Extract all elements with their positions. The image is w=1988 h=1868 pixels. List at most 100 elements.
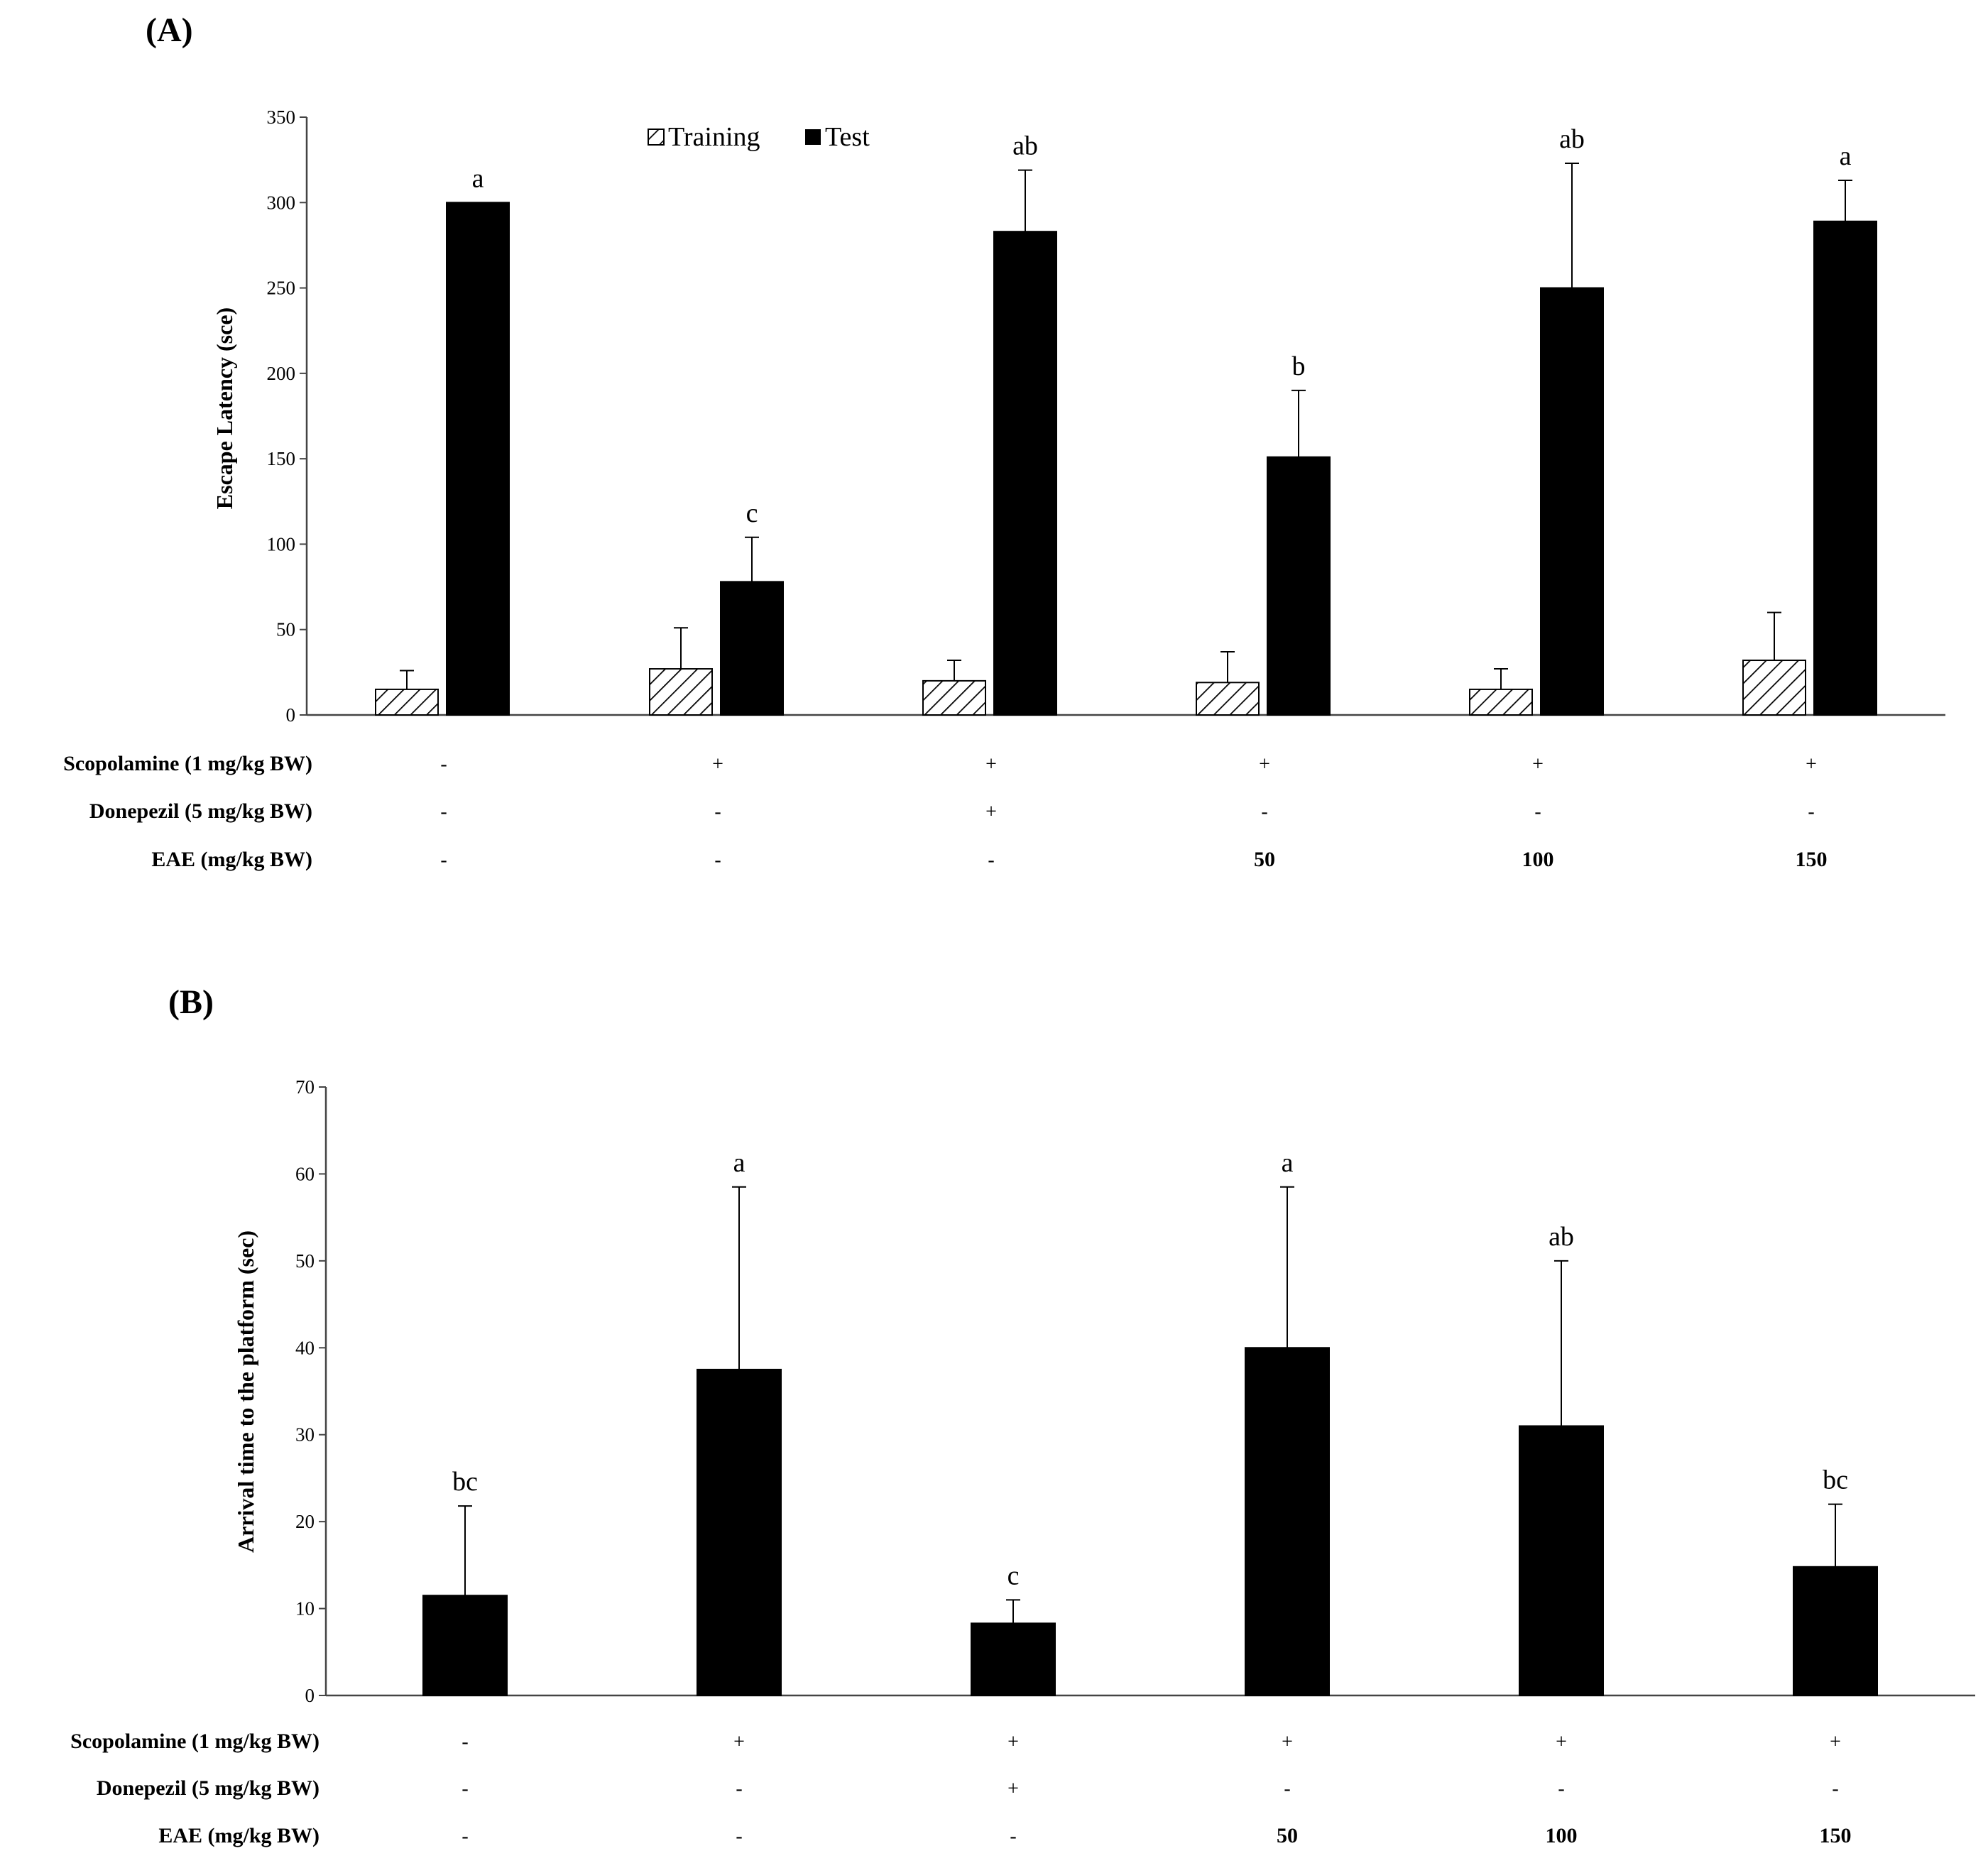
b-y-tick-label: 70 <box>295 1076 315 1098</box>
b-bar-arrival-time <box>971 1622 1056 1696</box>
a-y-tick-label: 200 <box>267 363 296 384</box>
b-significance-label: bc <box>1823 1465 1848 1495</box>
b-condition-cell: + <box>1007 1778 1019 1800</box>
panel-a-label: (A) <box>146 11 193 49</box>
a-significance-label: a <box>472 163 484 193</box>
b-condition-cell: - <box>462 1731 468 1753</box>
b-bar-arrival-time <box>1245 1347 1330 1697</box>
b-y-tick-label: 50 <box>295 1250 315 1272</box>
b-condition-row-label: Scopolamine (1 mg/kg BW) <box>70 1730 320 1753</box>
a-significance-label: ab <box>1559 124 1585 154</box>
a-condition-cell: - <box>1261 801 1267 823</box>
legend-test-label: Test <box>825 122 870 152</box>
a-significance-label: a <box>1840 141 1852 171</box>
a-bar-test <box>1267 456 1331 716</box>
b-condition-cell: 50 <box>1277 1824 1298 1847</box>
panel-a-legend: Training Test <box>648 122 870 152</box>
panel-b: (B) Arrival time to the platform (sec) 0… <box>70 983 1975 1847</box>
b-condition-cell: + <box>1830 1731 1841 1753</box>
a-condition-row-label: Scopolamine (1 mg/kg BW) <box>63 752 312 775</box>
b-bar-arrival-time <box>697 1368 782 1696</box>
a-bar-test <box>1813 220 1877 716</box>
a-condition-cell: - <box>714 801 721 823</box>
b-y-tick-label: 30 <box>295 1424 315 1446</box>
a-condition-cell: - <box>440 753 447 775</box>
panel-a-axes: 0 50 100 150 200 250 300 350 <box>267 106 1945 726</box>
b-y-tick-label: 0 <box>305 1685 315 1706</box>
a-condition-row-label: EAE (mg/kg BW) <box>151 848 312 871</box>
a-y-tick-label: 300 <box>267 192 296 213</box>
panel-a: (A) Escape Latency (sce) 0 50 100 150 200 250… <box>63 11 1945 871</box>
b-significance-label: a <box>733 1148 746 1178</box>
b-y-tick-label: 10 <box>295 1598 315 1620</box>
a-bar-training <box>375 688 439 716</box>
a-condition-cell: 100 <box>1522 848 1554 871</box>
a-condition-cell: + <box>985 801 997 823</box>
panel-b-bars: bc a c a ab bc <box>422 1148 1878 1697</box>
a-condition-cell: - <box>714 849 721 871</box>
a-bar-training <box>1196 682 1260 716</box>
a-condition-cell: + <box>1806 753 1817 775</box>
b-bar-arrival-time <box>1519 1425 1604 1696</box>
panel-a-condition-table: Scopolamine (1 mg/kg BW) - + + + + + Donepezil … <box>63 752 1827 871</box>
b-significance-label: c <box>1007 1561 1020 1590</box>
b-condition-row-label: Donepezil (5 mg/kg BW) <box>97 1776 320 1800</box>
a-condition-cell: - <box>440 849 447 871</box>
a-condition-cell: + <box>1259 753 1270 775</box>
b-y-tick-label: 60 <box>295 1163 315 1184</box>
a-bar-test <box>720 581 784 716</box>
a-bar-training <box>1742 660 1806 716</box>
b-condition-cell: - <box>1010 1825 1016 1847</box>
b-bar-arrival-time <box>422 1595 508 1696</box>
a-bar-training <box>922 679 986 716</box>
b-significance-label: ab <box>1549 1222 1574 1252</box>
panel-a-bars: a c ab b ab a <box>375 124 1877 716</box>
a-bar-training <box>649 668 713 716</box>
b-condition-row-label: EAE (mg/kg BW) <box>158 1824 320 1847</box>
b-condition-cell: - <box>1558 1778 1564 1800</box>
b-condition-cell: 100 <box>1546 1824 1578 1847</box>
a-condition-cell: 150 <box>1796 848 1828 871</box>
b-condition-cell: 150 <box>1820 1824 1852 1847</box>
b-significance-label: a <box>1282 1148 1294 1178</box>
panel-b-label: (B) <box>168 983 214 1021</box>
legend-test-swatch <box>805 129 821 145</box>
b-condition-cell: - <box>736 1778 742 1800</box>
a-condition-row-label: Donepezil (5 mg/kg BW) <box>89 799 312 823</box>
a-condition-cell: + <box>1532 753 1544 775</box>
legend-training-swatch <box>648 129 665 146</box>
a-y-tick-label: 250 <box>267 278 296 299</box>
a-bar-test <box>993 231 1057 716</box>
b-condition-cell: - <box>462 1825 468 1847</box>
a-significance-label: b <box>1292 351 1306 381</box>
a-condition-cell: 50 <box>1254 848 1275 871</box>
a-significance-label: c <box>746 498 758 528</box>
a-y-tick-label: 50 <box>276 619 295 640</box>
b-condition-cell: - <box>736 1825 742 1847</box>
a-condition-cell: - <box>1808 801 1814 823</box>
a-y-tick-label: 350 <box>267 106 296 128</box>
b-condition-cell: + <box>733 1731 745 1753</box>
b-condition-cell: + <box>1282 1731 1293 1753</box>
b-bar-arrival-time <box>1793 1566 1878 1696</box>
b-y-tick-label: 20 <box>295 1511 315 1532</box>
b-condition-cell: + <box>1556 1731 1567 1753</box>
a-significance-label: ab <box>1012 131 1038 161</box>
a-bar-test <box>1540 287 1604 716</box>
a-condition-cell: - <box>1534 801 1541 823</box>
a-condition-cell: + <box>985 753 997 775</box>
a-bar-test <box>446 202 510 716</box>
b-y-tick-label: 40 <box>295 1337 315 1358</box>
b-condition-cell: - <box>1832 1778 1838 1800</box>
a-y-tick-label: 150 <box>267 448 296 469</box>
a-condition-cell: + <box>712 753 723 775</box>
a-condition-cell: - <box>988 849 994 871</box>
panel-b-y-axis-title: Arrival time to the platform (sec) <box>233 1230 258 1553</box>
b-significance-label: bc <box>452 1467 478 1497</box>
b-condition-cell: + <box>1007 1731 1019 1753</box>
panel-b-axes: 0 10 20 30 40 50 60 70 <box>295 1076 1975 1706</box>
a-y-tick-label: 0 <box>286 704 296 726</box>
a-y-tick-label: 100 <box>267 533 296 555</box>
legend-training-label: Training <box>668 122 760 152</box>
panel-b-condition-table: Scopolamine (1 mg/kg BW) - + + + + + Donepezil … <box>70 1730 1851 1847</box>
